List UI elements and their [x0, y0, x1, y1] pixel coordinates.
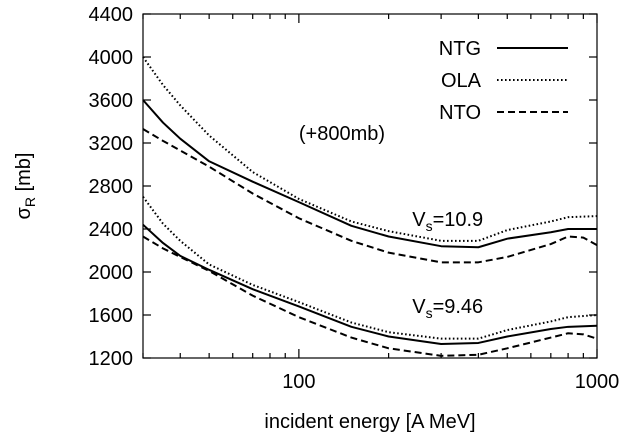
annotation-vs-upper: Vs=10.9 [412, 209, 483, 234]
y-tick-label: 1600 [89, 305, 134, 327]
chart-text: incident energy [A MeV] σR [mb] [13, 153, 476, 433]
x-tick-label: 1000 [575, 371, 620, 393]
axes: 1200 1600 2000 2400 2800 3200 3600 4000 4400 100 1… [89, 4, 620, 393]
y-axis-label-unit: [mb] [13, 153, 35, 197]
y-tick-label: 4400 [89, 4, 134, 26]
annotation-sub: s [426, 218, 433, 234]
y-tick-label: 2000 [89, 262, 134, 284]
annotation-shift: (+800mb) [299, 123, 385, 145]
y-tick-label: 2400 [89, 219, 134, 241]
series-ola-upper [142, 56, 598, 242]
legend-label-ntg: NTG [439, 38, 481, 60]
series-lines [142, 56, 598, 357]
y-tick-label: 1200 [89, 348, 134, 370]
annotation-value: =10.9 [433, 209, 484, 231]
x-tick-label: 100 [282, 371, 315, 393]
legend: NTG OLA NTO [439, 38, 568, 124]
series-nto-lower [142, 235, 598, 357]
y-tick-label: 4000 [89, 47, 134, 69]
legend-label-nto: NTO [439, 102, 481, 124]
x-axis-label: incident energy [A MeV] [264, 411, 475, 433]
series-ola-lower [142, 196, 598, 340]
annotation-sub: s [426, 305, 433, 321]
y-axis-label-sub: R [22, 197, 38, 207]
annotation-vs-lower: Vs=9.46 [412, 296, 483, 321]
series-nto-upper [142, 128, 598, 264]
annotation-main: V [412, 296, 426, 318]
annotation-value: =9.46 [433, 296, 484, 318]
series-ntg-upper [142, 99, 597, 249]
annotation-main: V [412, 209, 426, 231]
y-axis-label: σR [mb] [13, 153, 38, 220]
legend-label-ola: OLA [441, 70, 482, 92]
y-tick-label: 2800 [89, 176, 134, 198]
plot-frame [142, 13, 598, 359]
annotations: (+800mb)Vs=10.9Vs=9.46 [299, 123, 483, 321]
y-tick-label: 3200 [89, 133, 134, 155]
series-ntg-lower [142, 223, 598, 346]
y-tick-label: 3600 [89, 90, 134, 112]
y-axis-label-main: σ [13, 206, 35, 219]
